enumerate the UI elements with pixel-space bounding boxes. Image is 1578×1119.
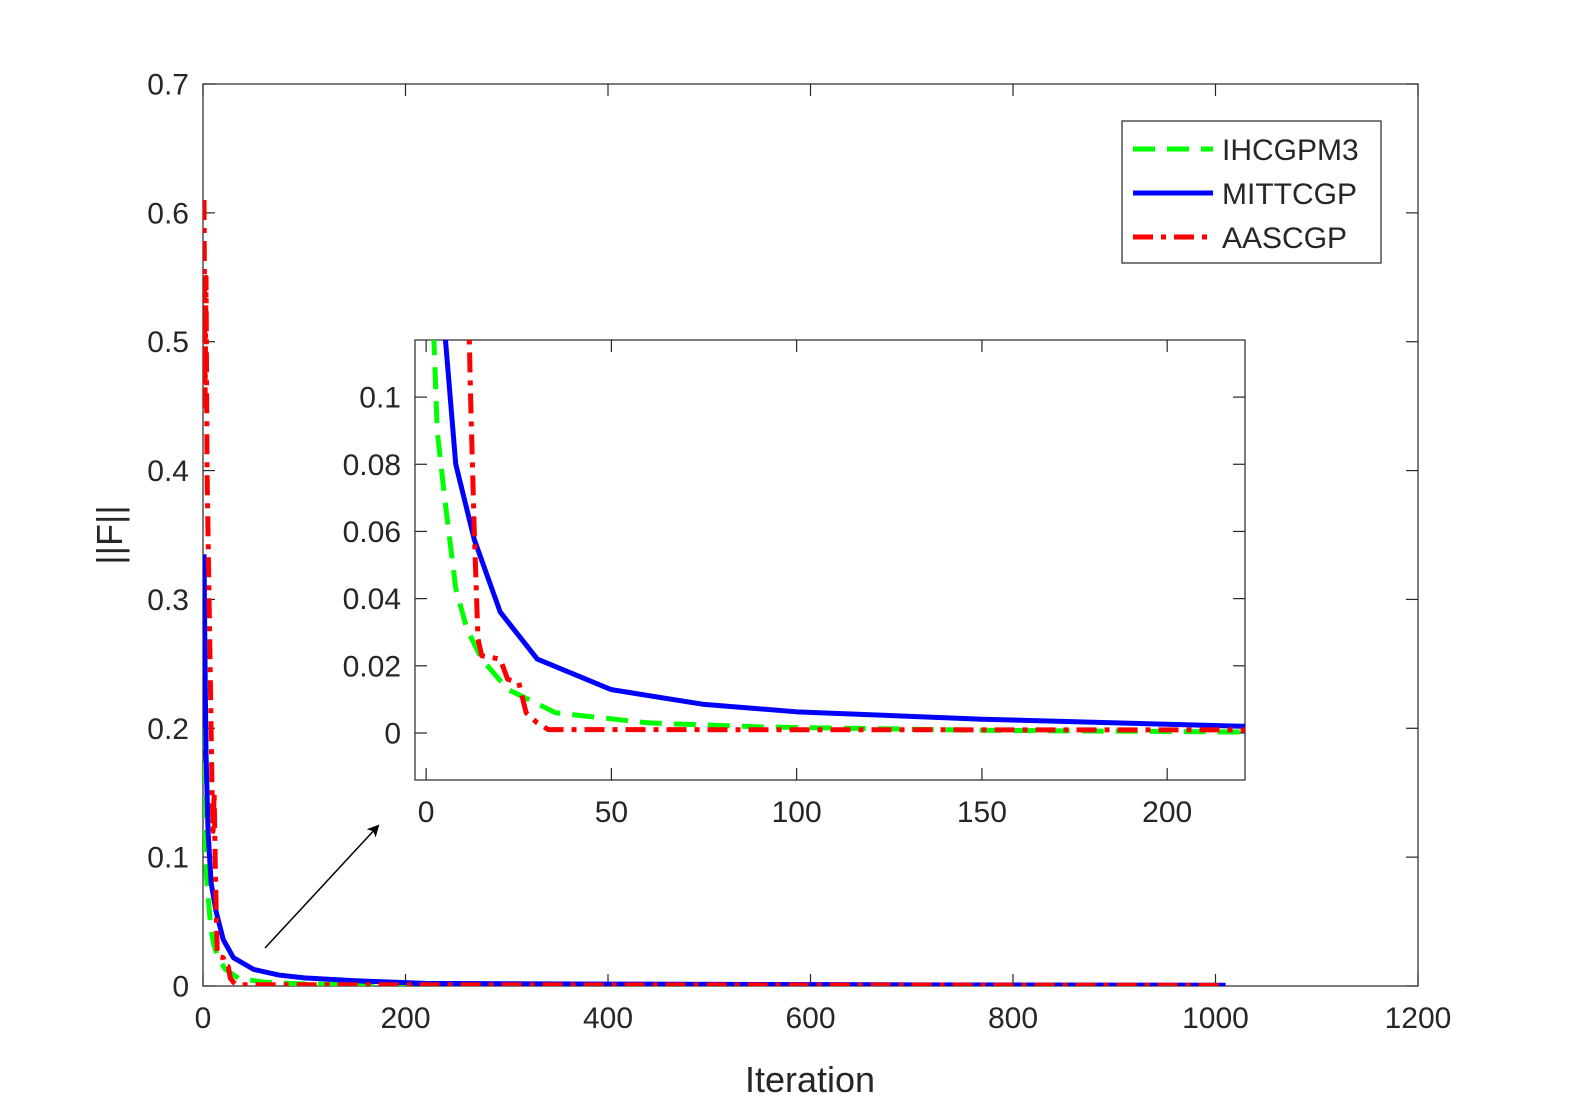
- inset-x-tick-label: 0: [418, 796, 435, 829]
- inset-series-mittcgp: [442, 340, 1245, 729]
- inset-y-tick-label: 0.08: [343, 449, 401, 482]
- main-x-tick-label: 1200: [1385, 1002, 1452, 1035]
- x-axis-label: Iteration: [745, 1059, 875, 1100]
- legend-label: AASCGP: [1222, 222, 1347, 255]
- inset-y-tick-label: 0.1: [359, 382, 401, 415]
- inset-series-aascgp: [466, 340, 1245, 733]
- main-series-aascgp: [203, 199, 1226, 986]
- main-y-tick-label: 0.2: [147, 713, 189, 746]
- main-x-tick-label: 400: [583, 1002, 633, 1035]
- inset-x-tick-label: 200: [1142, 796, 1192, 829]
- main-x-tick-label: 0: [195, 1002, 212, 1035]
- inset-x-tick-label: 100: [772, 796, 822, 829]
- main-y-tick-label: 0: [172, 971, 189, 1004]
- inset-x-tick-label: 50: [595, 796, 628, 829]
- main-x-tick-label: 800: [988, 1002, 1038, 1035]
- main-y-tick-label: 0.4: [147, 455, 189, 488]
- inset-y-tick-label: 0.04: [343, 583, 401, 616]
- inset-y-tick-label: 0.06: [343, 516, 401, 549]
- inset-y-tick-label: 0.02: [343, 650, 401, 683]
- legend: IHCGPM3 MITTCGP AASCGP: [1121, 120, 1382, 264]
- main-y-tick-label: 0.6: [147, 197, 189, 230]
- inset-y-tick-label: 0: [384, 717, 401, 750]
- legend-label: MITTCGP: [1222, 178, 1357, 211]
- zoom-arrow: [264, 824, 380, 949]
- main-y-tick-label: 0.3: [147, 584, 189, 617]
- main-y-tick-label: 0.5: [147, 326, 189, 359]
- y-axis-label: ||F||: [89, 505, 130, 564]
- legend-label: IHCGPM3: [1222, 134, 1359, 167]
- main-y-tick-label: 0.1: [147, 842, 189, 875]
- main-x-tick-label: 600: [785, 1002, 835, 1035]
- inset-axes-box: [414, 339, 1246, 781]
- main-y-tick-label: 0.7: [147, 69, 189, 102]
- main-x-tick-label: 1000: [1182, 1002, 1249, 1035]
- main-x-tick-label: 200: [380, 1002, 430, 1035]
- inset-x-tick-label: 150: [957, 796, 1007, 829]
